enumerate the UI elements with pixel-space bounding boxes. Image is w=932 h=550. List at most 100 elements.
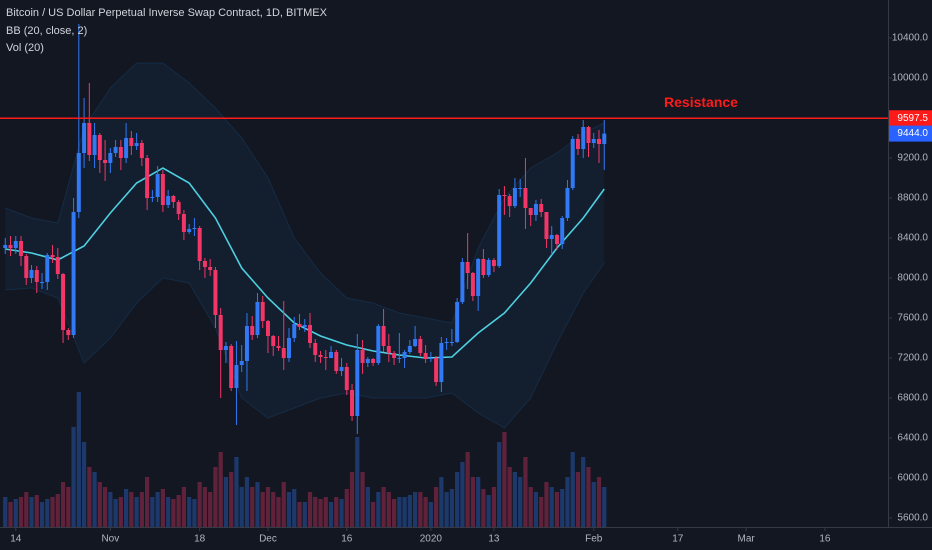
volume-bar [570,452,575,527]
candle-body [413,339,418,346]
candle-body [386,346,391,353]
volume-bar [507,467,512,527]
x-tick-label: Dec [259,534,277,545]
candle-body [491,260,496,266]
candle-body [428,358,433,359]
candle-body [544,212,549,239]
volume-bar [286,492,292,527]
volume-bar [307,492,313,527]
candle-body [197,228,202,261]
candle-body [465,262,470,273]
volume-bar [129,492,134,527]
volume-bar [323,497,328,527]
volume-bar [470,477,476,527]
candle-body [103,160,108,163]
volume-bar [113,499,118,527]
volume-bar [481,489,486,527]
candle-body [260,302,265,321]
x-tick-label: 17 [672,534,684,545]
volume-bar [55,494,60,527]
candle-body [155,174,160,197]
annotation: Resistance [664,94,738,110]
candle-body [308,325,313,343]
volume-bar [397,497,402,527]
volume-bar [544,482,549,527]
volume-bar [118,497,123,527]
volume-bar [139,492,144,527]
volume-bar [512,472,518,527]
volume-bar [81,442,87,527]
candle-body [265,321,270,336]
candle-body [129,138,134,146]
y-tick-label: 9200.0 [897,153,928,164]
volume-bar [434,487,439,527]
bb-upper [5,62,605,324]
candle-body [602,133,607,144]
candle-body [512,188,517,206]
volume-bar [297,502,302,527]
volume-bar [602,487,607,527]
volume-bar [360,472,365,527]
x-tick-label: 16 [341,534,353,545]
candle-body [518,188,523,189]
volume-bar [76,392,81,527]
bb-lower [5,262,605,429]
candle-body [218,315,223,350]
x-tick-label: Nov [101,534,119,545]
volume-bar [276,497,281,527]
candle-body [449,342,454,343]
candle-body [376,326,381,363]
volume-bar [34,495,39,527]
volume-bar [381,487,386,527]
y-tick-label: 10000.0 [892,73,929,84]
x-tick-label: 14 [10,534,22,545]
candle-body [350,390,355,416]
candle-body [76,153,81,212]
volume-bar [181,487,187,527]
candle-body [97,135,102,160]
volume-bar [234,457,239,527]
candle-body [397,358,402,359]
candle-body [502,195,507,196]
volume-bar [591,482,596,527]
candle-body [92,135,97,155]
candle-body [339,367,344,371]
candle-body [118,147,123,158]
volume-bar [502,432,507,527]
y-tick-label: 10400.0 [892,33,929,44]
candle-body [528,208,533,215]
candle-body [150,197,155,198]
volume-bar [407,495,412,527]
volume-bar [155,492,160,527]
candle-body [355,350,360,416]
x-tick-label: 13 [488,534,500,545]
volume-bar [596,477,602,527]
candle-body [40,282,45,283]
candle-body [486,260,491,275]
candle-body [244,326,249,361]
volume-bar [528,487,533,527]
volume-bar [97,482,102,527]
candle-body [145,158,150,198]
volume-bar [260,492,265,527]
volume-bar [334,497,339,527]
volume-bar [586,467,591,527]
volume-bar [281,482,286,527]
price-label-box [889,110,932,127]
candle-body [187,229,192,232]
volume-bar [160,489,165,527]
volume-bar [344,489,349,527]
candle-body [334,352,339,371]
candle-body [539,204,544,212]
candle-body [50,255,55,257]
x-tick-label: Mar [738,534,756,545]
candle-body [444,342,449,343]
candle-body [213,270,218,315]
plot [0,24,888,527]
candle-body [176,202,181,214]
volume-bar [318,499,323,527]
volume-bar [339,499,344,527]
volume-bar [370,502,376,527]
candle-body [575,139,580,149]
